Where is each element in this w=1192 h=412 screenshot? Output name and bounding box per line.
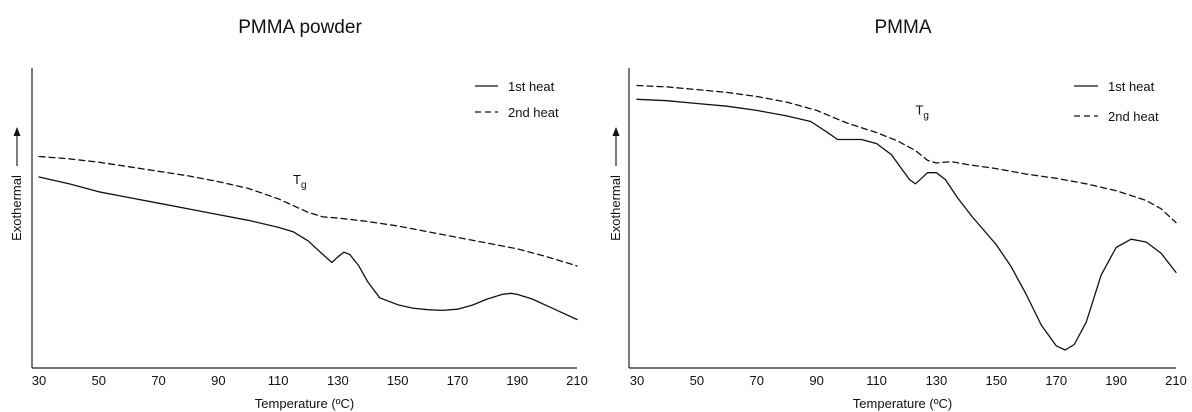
legend-label: 1st heat bbox=[508, 79, 555, 94]
x-tick-label: 210 bbox=[1165, 373, 1187, 388]
x-tick-label: 90 bbox=[211, 373, 225, 388]
y-arrow-icon bbox=[612, 127, 620, 166]
x-tick-label: 190 bbox=[506, 373, 528, 388]
x-tick-label: 210 bbox=[566, 373, 588, 388]
x-tick-label: 110 bbox=[866, 373, 887, 388]
x-tick-label: 30 bbox=[32, 373, 46, 388]
tg-annotation: Tg bbox=[915, 103, 929, 122]
x-tick-label: 70 bbox=[151, 373, 165, 388]
panel-pmma-powder: PMMA powder 30 50 70 90 110 130 150 170 190 210 Tem… bbox=[9, 17, 588, 411]
y-arrow-icon bbox=[13, 127, 21, 166]
series-line-1 bbox=[636, 98, 1177, 351]
x-tick-label: 150 bbox=[387, 373, 409, 388]
series-line-2 bbox=[636, 84, 1177, 224]
tg-annotation: Tg bbox=[293, 172, 307, 191]
x-axis-label: Temperature (ºC) bbox=[853, 396, 952, 411]
chart-title: PMMA powder bbox=[238, 17, 362, 38]
x-tick-label: 130 bbox=[926, 373, 948, 388]
panel-pmma: PMMA 30 50 70 90 110 130 150 170 190 210 Temperatur… bbox=[608, 17, 1187, 411]
x-tick-label: 190 bbox=[1105, 373, 1127, 388]
chart-title: PMMA bbox=[875, 17, 932, 38]
y-axis-label: Exothermal bbox=[608, 175, 623, 241]
x-tick-label: 50 bbox=[690, 373, 704, 388]
x-tick-label: 170 bbox=[1045, 373, 1067, 388]
series-line-2 bbox=[38, 155, 578, 267]
x-tick-label: 150 bbox=[985, 373, 1007, 388]
x-tick-label: 110 bbox=[268, 373, 289, 388]
x-tick-label: 90 bbox=[809, 373, 823, 388]
series-line-1 bbox=[38, 176, 578, 321]
legend-label: 2nd heat bbox=[1108, 109, 1159, 124]
x-tick-label: 70 bbox=[750, 373, 764, 388]
x-tick-label: 50 bbox=[92, 373, 106, 388]
y-axis-label: Exothermal bbox=[9, 175, 24, 241]
legend-label: 1st heat bbox=[1108, 79, 1155, 94]
x-tick-label: 130 bbox=[327, 373, 349, 388]
x-tick-label: 170 bbox=[447, 373, 469, 388]
legend-label: 2nd heat bbox=[508, 105, 559, 120]
x-axis-label: Temperature (ºC) bbox=[255, 396, 354, 411]
x-tick-label: 30 bbox=[630, 373, 644, 388]
